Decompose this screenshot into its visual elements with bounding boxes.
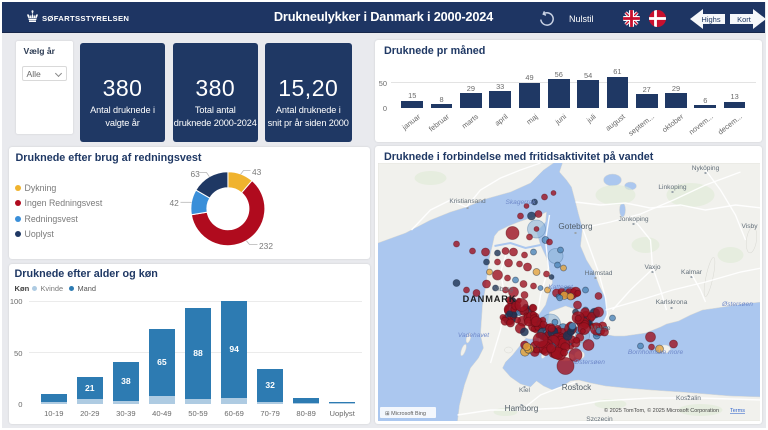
svg-text:Nyköping: Nyköping xyxy=(691,165,719,172)
svg-text:Linkoping: Linkoping xyxy=(658,184,687,191)
svg-text:Viborg: Viborg xyxy=(494,286,513,293)
svg-text:Østersøen: Østersøen xyxy=(573,359,605,366)
svg-text:⊞ Microsoft Bing: ⊞ Microsoft Bing xyxy=(385,411,426,417)
svg-text:Vaxjo: Vaxjo xyxy=(644,264,660,271)
svg-text:Jonkoping: Jonkoping xyxy=(618,216,648,223)
svg-text:Skagerrak: Skagerrak xyxy=(505,199,536,206)
svg-text:Halmstad: Halmstad xyxy=(584,270,612,277)
svg-text:Kattegat: Kattegat xyxy=(548,284,574,291)
svg-text:Terms: Terms xyxy=(730,408,745,414)
svg-text:© 2025 TomTom, © 2025 Microsof: © 2025 TomTom, © 2025 Microsoft Corporat… xyxy=(604,407,719,414)
svg-text:Koszalin: Koszalin xyxy=(676,395,701,402)
svg-text:Hamborg: Hamborg xyxy=(504,404,538,413)
svg-text:Highs: Highs xyxy=(701,14,720,23)
svg-text:Kalmar: Kalmar xyxy=(681,269,703,276)
svg-text:Kort: Kort xyxy=(737,14,752,23)
svg-text:Kiel: Kiel xyxy=(519,387,531,394)
svg-text:Rostock: Rostock xyxy=(561,383,591,392)
svg-text:Malmo: Malmo xyxy=(590,325,610,332)
svg-text:Kristiansand: Kristiansand xyxy=(449,198,486,205)
svg-text:Karlskrona: Karlskrona xyxy=(655,299,687,306)
svg-text:Vadehavet: Vadehavet xyxy=(457,332,489,339)
svg-text:Goteborg: Goteborg xyxy=(558,222,593,231)
svg-text:Szczecin: Szczecin xyxy=(586,416,613,421)
svg-text:Østersøen: Østersøen xyxy=(721,301,753,308)
svg-text:DANMARK: DANMARK xyxy=(462,294,516,304)
svg-text:Visby: Visby xyxy=(741,223,758,230)
svg-text:Bornholmske more: Bornholmske more xyxy=(627,349,683,356)
